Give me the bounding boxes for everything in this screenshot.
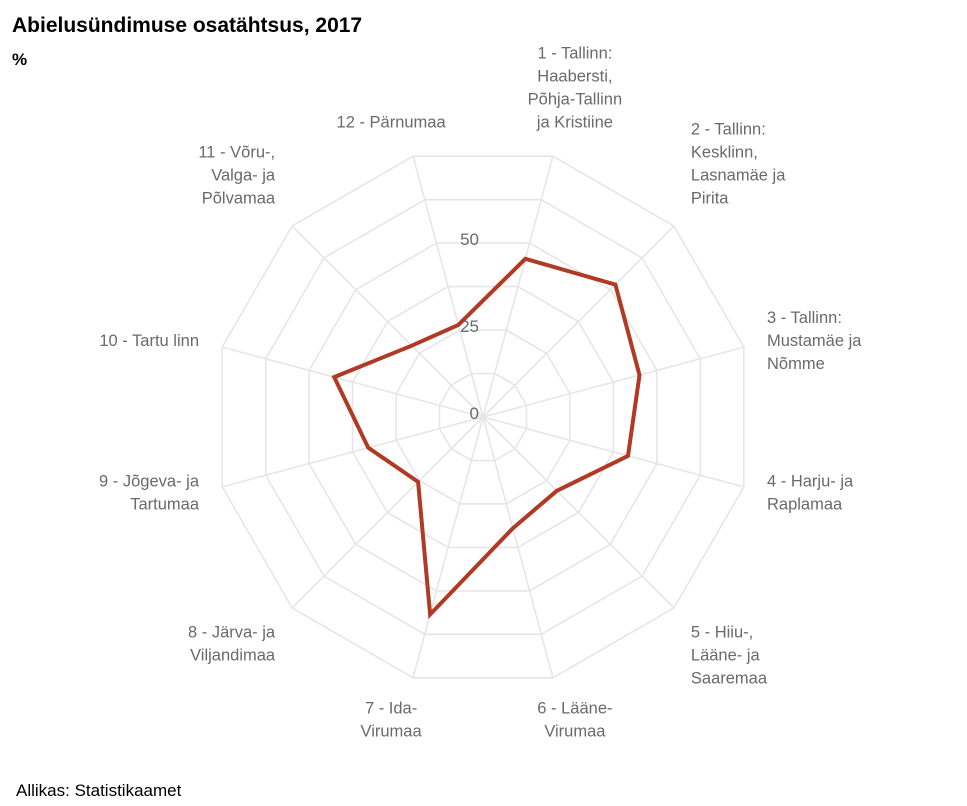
- category-label-line: Tartumaa: [130, 496, 200, 514]
- category-label: 2 - Tallinn: Kesklinn, Lasnamäe ja Pirita: [691, 120, 786, 207]
- grid-spoke: [482, 346, 745, 418]
- category-labels: 1 - Tallinn: Haabersti, Põhja-Tallinn ja Kr…: [99, 44, 862, 740]
- chart-title: Abielusündimuse osatähtsus, 2017: [12, 14, 363, 37]
- category-label: 1 - Tallinn: Haabersti, Põhja-Tallinn ja Kr…: [528, 44, 622, 131]
- category-label: 11 - Võru-, Valga- ja Põlvamaa: [198, 143, 276, 207]
- grid-spoke: [412, 416, 484, 679]
- category-label-line: 8 - Järva- ja: [188, 624, 276, 642]
- category-label-line: 11 - Võru-,: [198, 143, 275, 161]
- category-label: 4 - Harju- ja Raplamaa: [767, 473, 854, 514]
- chart-unit-label: %: [12, 50, 28, 69]
- category-label: 9 - Jõgeva- ja Tartumaa: [99, 473, 200, 514]
- category-label: 7 - Ida- Virumaa: [361, 700, 423, 741]
- category-label-line: 7 - Ida-: [365, 700, 417, 718]
- category-label-line: Raplamaa: [767, 496, 843, 514]
- category-label-line: Virumaa: [544, 723, 606, 741]
- category-label-line: 6 - Lääne-: [537, 700, 612, 718]
- category-label-line: Põhja-Tallinn: [528, 90, 622, 108]
- series-line: [331, 256, 642, 620]
- grid-spoke: [291, 416, 484, 609]
- category-label-line: Haabersti,: [537, 67, 612, 85]
- category-label-line: 10 - Tartu linn: [99, 332, 199, 350]
- tick-label: 50: [460, 230, 479, 249]
- grid-spoke: [482, 416, 554, 679]
- series-layer: [331, 256, 642, 620]
- category-label-line: Viljandimaa: [190, 647, 276, 665]
- grid-spoke: [482, 155, 554, 418]
- category-label-line: Lasnamäe ja: [691, 166, 786, 184]
- category-label-line: 4 - Harju- ja: [767, 473, 854, 491]
- category-label-line: ja Kristiine: [536, 113, 613, 131]
- category-label-line: Valga- ja: [211, 166, 276, 184]
- category-label-line: Nõmme: [767, 355, 825, 373]
- grid-spoke: [221, 416, 484, 488]
- category-label-line: 1 - Tallinn:: [537, 44, 612, 62]
- grid-spoke: [412, 155, 484, 418]
- grid-spoke: [482, 416, 745, 488]
- category-label: 5 - Hiiu-, Lääne- ja Saaremaa: [691, 624, 768, 688]
- category-label-line: Pirita: [691, 189, 729, 207]
- category-label-line: Virumaa: [361, 723, 423, 741]
- tick-labels: 0 25 50: [460, 230, 479, 423]
- category-label-line: Kesklinn,: [691, 143, 758, 161]
- category-label: 8 - Järva- ja Viljandimaa: [188, 624, 276, 665]
- category-label: 6 - Lääne- Virumaa: [537, 700, 612, 741]
- category-label-line: 2 - Tallinn:: [691, 120, 766, 138]
- grid-spoke: [291, 225, 484, 418]
- category-label: 10 - Tartu linn: [99, 332, 199, 350]
- category-label-line: Mustamäe ja: [767, 332, 862, 350]
- grid-spoke: [482, 225, 675, 418]
- source-note: Allikas: Statistikaamet: [16, 781, 182, 800]
- tick-label: 25: [460, 317, 479, 336]
- category-label: 12 - Pärnumaa: [337, 113, 447, 131]
- grid-spoke: [221, 346, 484, 418]
- tick-label: 0: [470, 404, 479, 423]
- category-label-line: Saaremaa: [691, 670, 768, 688]
- category-label-line: 3 - Tallinn:: [767, 309, 842, 327]
- category-label-line: 12 - Pärnumaa: [337, 113, 447, 131]
- category-label-line: Lääne- ja: [691, 647, 761, 665]
- category-label-line: Põlvamaa: [202, 189, 276, 207]
- category-label: 3 - Tallinn: Mustamäe ja Nõmme: [767, 309, 862, 373]
- category-label-line: 5 - Hiiu-,: [691, 624, 753, 642]
- grid-spoke: [482, 416, 675, 609]
- grid: [221, 155, 745, 679]
- category-label-line: 9 - Jõgeva- ja: [99, 473, 200, 491]
